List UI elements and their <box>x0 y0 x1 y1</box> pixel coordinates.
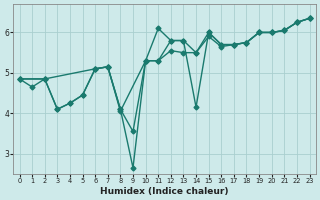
X-axis label: Humidex (Indice chaleur): Humidex (Indice chaleur) <box>100 187 229 196</box>
